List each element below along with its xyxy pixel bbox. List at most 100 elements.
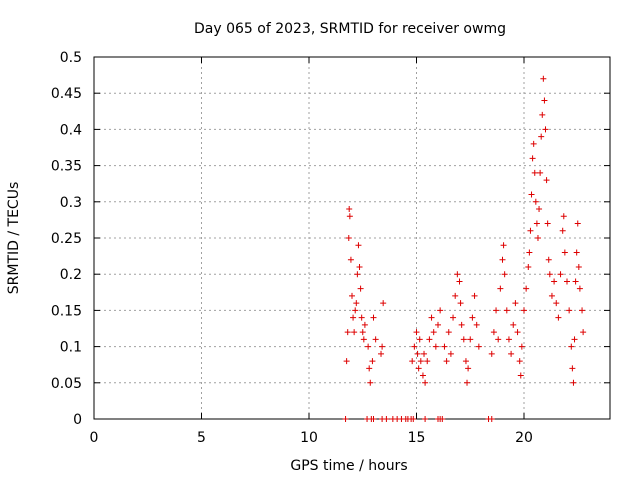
chart-title: Day 065 of 2023, SRMTID for receiver owm… (194, 21, 506, 37)
data-point (419, 372, 426, 379)
data-point (527, 227, 534, 234)
data-point (352, 307, 359, 314)
data-point (421, 350, 428, 357)
y-tick-label: 0.35 (51, 159, 82, 175)
data-point (445, 329, 452, 336)
data-point (353, 300, 360, 307)
data-point (432, 343, 439, 350)
data-point (359, 329, 366, 336)
data-point (557, 271, 564, 278)
data-point (497, 285, 504, 292)
data-point (566, 307, 573, 314)
data-point (351, 329, 358, 336)
data-point (344, 329, 351, 336)
data-point (555, 314, 562, 321)
data-point (452, 292, 459, 299)
data-point (367, 379, 374, 386)
data-point (574, 220, 581, 227)
data-point (471, 292, 478, 299)
data-point (439, 416, 446, 422)
data-point (560, 213, 567, 220)
data-point (499, 256, 506, 263)
data-point (495, 336, 502, 343)
y-tick-label: 0 (73, 412, 82, 428)
data-point (473, 321, 480, 328)
data-point (464, 379, 471, 386)
data-point (357, 285, 364, 292)
data-point (568, 343, 575, 350)
x-tick-label: 0 (90, 430, 99, 446)
data-series-srmtid (342, 75, 587, 422)
x-axis-label: GPS time / hours (290, 458, 407, 474)
data-point (538, 133, 545, 140)
data-point (559, 227, 566, 234)
data-point (469, 314, 476, 321)
data-point (342, 416, 349, 422)
data-point (411, 343, 418, 350)
data-point (488, 350, 495, 357)
data-point (553, 300, 560, 307)
data-point (572, 278, 579, 285)
data-point (545, 256, 552, 263)
data-point (458, 321, 465, 328)
data-point (349, 292, 355, 299)
grid (94, 57, 610, 419)
data-point (369, 358, 376, 365)
data-point (437, 307, 444, 314)
data-point (500, 242, 507, 249)
data-point (512, 300, 519, 307)
data-point (379, 343, 386, 350)
data-point (508, 350, 515, 357)
x-axis: 0 5 10 15 20 (90, 57, 533, 446)
data-point (540, 75, 547, 82)
data-point (456, 278, 463, 285)
data-point (539, 111, 546, 118)
data-point (409, 358, 416, 365)
data-point (428, 314, 435, 321)
y-tick-label: 0.45 (51, 86, 82, 102)
data-point (378, 350, 385, 357)
data-point (358, 314, 365, 321)
x-tick-label: 20 (515, 430, 533, 446)
y-tick-label: 0.5 (60, 50, 82, 66)
data-point (347, 256, 354, 263)
data-point (416, 336, 423, 343)
data-point (525, 263, 532, 270)
data-point (441, 343, 448, 350)
data-point (422, 416, 429, 422)
data-point (510, 321, 517, 328)
data-point (366, 365, 373, 372)
data-point (426, 336, 433, 343)
data-point (356, 263, 363, 270)
y-tick-label: 0.1 (60, 340, 82, 356)
data-point (493, 307, 500, 314)
y-tick-label: 0.15 (51, 303, 82, 319)
data-point (544, 220, 551, 227)
y-tick-label: 0.25 (51, 231, 82, 247)
data-point (580, 329, 587, 336)
y-tick-label: 0.3 (60, 195, 82, 211)
data-point (501, 271, 508, 278)
data-point (410, 416, 417, 422)
data-point (465, 365, 472, 372)
data-point (517, 372, 524, 379)
data-point (360, 336, 367, 343)
data-point (355, 242, 362, 249)
data-point (488, 416, 495, 422)
data-point (569, 365, 576, 372)
data-point (530, 140, 537, 147)
y-axis: 0 0.05 0.1 0.15 0.2 0.25 0.3 0.35 0.4 0.45 0.5 (51, 50, 610, 428)
data-point (543, 177, 550, 184)
data-point (529, 155, 536, 162)
data-point (415, 365, 422, 372)
data-point (541, 97, 548, 104)
data-point (462, 358, 469, 365)
y-axis-label: SRMTID / TECUs (6, 182, 22, 295)
data-point (370, 416, 377, 422)
data-point (528, 191, 535, 198)
plot-frame (93, 56, 611, 420)
data-point (350, 314, 357, 321)
y-tick-label: 0.2 (60, 267, 82, 283)
data-point (564, 278, 570, 285)
